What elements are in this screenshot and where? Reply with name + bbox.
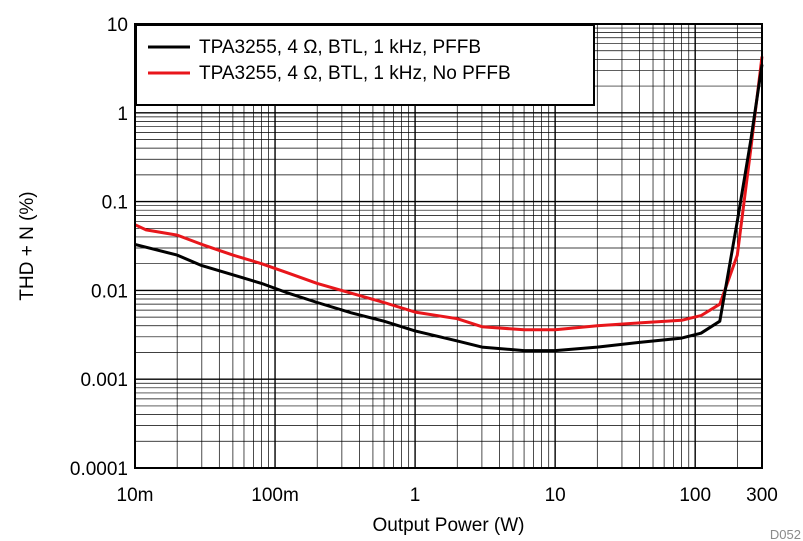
series-line-1 [134, 56, 764, 332]
x-tick-labels: 10m 100m 1 10 100 300 [117, 485, 778, 506]
figure-id: D052 [770, 527, 801, 541]
x-tick-label: 100 [679, 485, 711, 506]
y-tick-label: 1 [117, 104, 128, 125]
legend-entry-pffb: TPA3255, 4 Ω, BTL, 1 kHz, PFFB [199, 37, 481, 58]
legend: TPA3255, 4 Ω, BTL, 1 kHz, PFFB TPA3255, … [135, 24, 595, 106]
y-tick-label: 0.01 [91, 281, 128, 302]
series-layer [134, 56, 764, 353]
x-tick-label: 10m [117, 485, 154, 506]
x-tick-label: 300 [746, 485, 778, 506]
y-tick-label: 0.0001 [70, 459, 128, 480]
y-tick-labels: 10 1 0.1 0.01 0.001 0.0001 [70, 15, 128, 480]
y-tick-label: 10 [107, 15, 128, 36]
y-tick-label: 0.1 [102, 193, 128, 214]
x-axis-label: Output Power (W) [372, 515, 524, 536]
y-tick-label: 0.001 [80, 370, 128, 391]
legend-entry-no-pffb: TPA3255, 4 Ω, BTL, 1 kHz, No PFFB [199, 63, 511, 84]
x-tick-label: 10 [545, 485, 566, 506]
x-tick-label: 100m [251, 485, 299, 506]
series-line-0 [134, 64, 764, 353]
legend-box [135, 24, 595, 106]
x-tick-label: 1 [410, 485, 421, 506]
y-axis-label: THD + N (%) [17, 191, 38, 300]
